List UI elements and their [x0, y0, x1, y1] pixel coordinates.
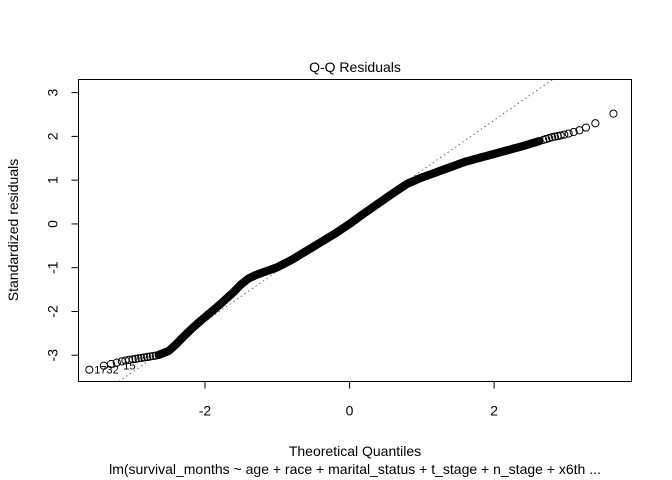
- data-point: [134, 354, 143, 363]
- x-tick-label: 2: [490, 403, 498, 419]
- model-formula-subtitle: lm(survival_months ~ age + race + marita…: [109, 461, 601, 477]
- data-point: [131, 354, 140, 363]
- data-point: [128, 355, 137, 364]
- data-point: [560, 130, 569, 139]
- data-point: [581, 123, 591, 132]
- data-point: [85, 365, 94, 374]
- y-tick-label: -1: [45, 261, 61, 274]
- x-axis-label: Theoretical Quantiles: [289, 443, 421, 459]
- y-tick-label: -2: [45, 305, 61, 318]
- data-point: [140, 353, 149, 362]
- data-point: [591, 119, 600, 128]
- outlier-label: 1732: [94, 365, 118, 377]
- y-axis: -3 -2 -1 0 1 2 3: [45, 89, 79, 362]
- outlier-labels: 1732 15: [94, 360, 135, 376]
- data-points: [85, 109, 618, 374]
- chart-title: Q-Q Residuals: [309, 59, 401, 75]
- data-point: [137, 353, 146, 363]
- data-point: [143, 352, 152, 362]
- y-tick-label: 0: [45, 220, 61, 228]
- data-point: [609, 109, 618, 118]
- data-point: [145, 352, 155, 361]
- data-point: [564, 129, 573, 138]
- y-tick-label: 1: [45, 176, 61, 184]
- data-point: [112, 358, 121, 367]
- data-point: [125, 355, 134, 365]
- outlier-label: 15: [123, 360, 135, 372]
- plot-frame: [78, 79, 632, 382]
- data-point: [550, 132, 559, 141]
- x-tick-label: -2: [199, 403, 212, 419]
- data-point: [547, 133, 557, 142]
- x-tick-label: 0: [346, 403, 354, 419]
- y-tick-label: -3: [45, 349, 61, 362]
- data-point: [106, 359, 116, 369]
- y-axis-label: Standardized residuals: [5, 159, 21, 301]
- x-axis: -2 0 2: [199, 381, 498, 419]
- plot-area: 1732 15: [85, 79, 618, 382]
- y-tick-label: 3: [45, 89, 61, 97]
- data-point: [569, 127, 578, 137]
- data-point: [556, 131, 565, 140]
- y-tick-label: 2: [45, 132, 61, 140]
